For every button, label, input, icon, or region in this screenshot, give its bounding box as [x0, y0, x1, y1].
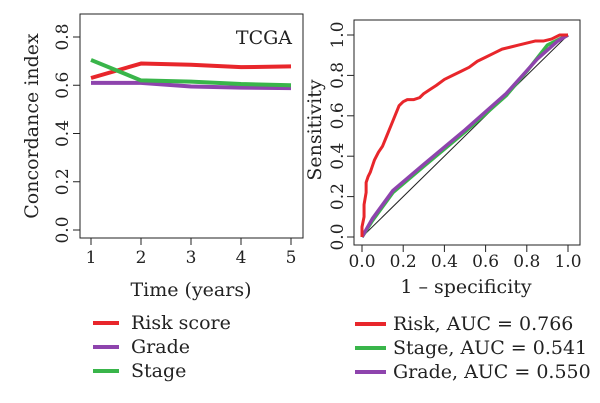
concordance-x-tick-label: 2: [136, 248, 147, 268]
legend-label: Risk, AUC = 0.766: [393, 313, 573, 335]
roc-curve-risk: [360, 33, 568, 237]
concordance-y-tick-label: 0.4: [53, 120, 73, 147]
concordance-chart: TCGA Time (years) Concordance index 1 2 3 4…: [21, 13, 304, 301]
concordance-y-tick-label: 0.6: [53, 72, 73, 99]
roc-curve-grade: [360, 33, 569, 238]
concordance-y-ticks: 0.0 0.2 0.4 0.6 0.8: [53, 23, 80, 244]
roc-x-tick-label: 0.4: [431, 252, 458, 272]
roc-y-tick-label: 0.0: [328, 223, 348, 250]
legend-label: Stage: [131, 360, 186, 382]
roc-x-tick-label: 0.2: [390, 252, 417, 272]
series-line-stage: [90, 58, 292, 88]
roc-chart: 1 – specificity Sensitivity 0.0 0.2 0.4 0.6…: [304, 19, 582, 298]
legend-label: Risk score: [131, 312, 231, 334]
roc-reference-diagonal: [361, 34, 569, 238]
roc-y-axis-title: Sensitivity: [304, 79, 326, 180]
roc-y-ticks: 0.0 0.2 0.4 0.6 0.8 1.0: [328, 21, 354, 251]
concordance-x-tick-label: 3: [186, 248, 197, 268]
concordance-x-ticks: 1 2 3 4 5: [86, 238, 297, 268]
legend-label: Grade: [131, 336, 190, 358]
legend-label: Stage, AUC = 0.541: [393, 337, 587, 359]
concordance-x-tick-label: 1: [86, 248, 97, 268]
series-line-risk-score: [90, 61, 292, 80]
roc-x-tick-label: 0.0: [348, 252, 375, 272]
roc-plot-frame: [353, 19, 581, 246]
roc-y-tick-label: 0.2: [328, 183, 348, 210]
concordance-x-axis-title: Time (years): [130, 279, 251, 301]
series-line-grade: [91, 80, 292, 91]
concordance-x-tick-label: 4: [236, 248, 247, 268]
roc-x-tick-label: 0.8: [513, 252, 540, 272]
roc-y-tick-label: 0.6: [328, 102, 348, 129]
roc-x-ticks: 0.0 0.2 0.4 0.6 0.8 1.0: [348, 245, 582, 272]
roc-x-tick-label: 0.6: [472, 252, 499, 272]
concordance-y-tick-label: 0.2: [53, 168, 73, 195]
roc-y-tick-label: 0.8: [328, 62, 348, 89]
concordance-y-tick-label: 0.8: [53, 23, 73, 50]
concordance-y-axis-title: Concordance index: [21, 33, 43, 219]
concordance-panel-label: TCGA: [236, 27, 292, 49]
roc-y-tick-label: 0.4: [328, 143, 348, 170]
roc-y-tick-label: 1.0: [328, 21, 348, 48]
legend-label: Grade, AUC = 0.550: [393, 361, 591, 383]
roc-x-tick-label: 1.0: [554, 252, 581, 272]
concordance-y-tick-label: 0.0: [53, 216, 73, 243]
concordance-x-tick-label: 5: [286, 248, 297, 268]
roc-x-axis-title: 1 – specificity: [400, 276, 532, 298]
concordance-series: [90, 58, 292, 91]
roc-series: [360, 33, 569, 238]
